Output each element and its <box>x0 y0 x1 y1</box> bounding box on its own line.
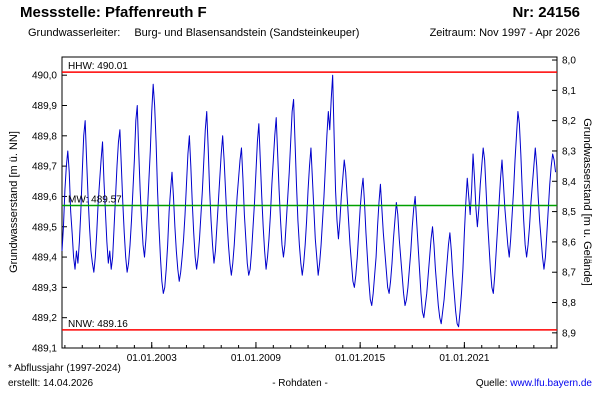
left-axis-tick-label: 489,3 <box>32 283 57 294</box>
aquifer-value: Burg- und Blasensandstein (Sandsteinkeup… <box>134 27 360 39</box>
left-axis-tick-label: 489,8 <box>32 131 57 142</box>
page-title: Messstelle: Pfaffenreuth F <box>20 4 207 21</box>
right-axis-tick-label: 8,7 <box>562 268 576 279</box>
aquifer-row: Grundwasserleiter: Burg- und Blasensandst… <box>28 27 359 39</box>
mw-reference-label: MW: 489.57 <box>68 195 122 206</box>
right-axis-tick-label: 8,9 <box>562 328 576 339</box>
left-axis-tick-label: 489,1 <box>32 344 57 355</box>
x-axis-tick-label: 01.01.2003 <box>127 353 177 364</box>
hhw-reference-label: HHW: 490.01 <box>68 61 128 72</box>
station-number: Nr: 24156 <box>512 4 580 21</box>
source-link[interactable]: www.lfu.bayern.de <box>510 378 592 389</box>
right-axis-tick-label: 8,2 <box>562 116 576 127</box>
right-axis-tick-label: 8,1 <box>562 86 576 97</box>
rohdaten-label: - Rohdaten - <box>272 378 328 389</box>
right-axis-tick-label: 8,5 <box>562 207 576 218</box>
left-axis-tick-label: 489,2 <box>32 313 57 324</box>
created-date: erstellt: 14.04.2026 <box>8 378 94 389</box>
nnw-reference-label: NNW: 489.16 <box>68 319 128 330</box>
footnote-abflussjahr: * Abflussjahr (1997-2024) <box>8 363 121 374</box>
time-range: Zeitraum: Nov 1997 - Apr 2026 <box>429 27 580 39</box>
left-axis-tick-label: 489,4 <box>32 253 57 264</box>
plot-border <box>61 56 558 349</box>
left-axis-tick-label: 489,9 <box>32 101 57 112</box>
groundwater-series-line <box>61 74 557 328</box>
x-axis-tick-label: 01.01.2015 <box>335 353 385 364</box>
right-axis-tick-label: 8,3 <box>562 146 576 157</box>
right-axis-tick-label: 8,8 <box>562 298 576 309</box>
source-label: Quelle: <box>475 378 508 389</box>
left-axis-tick-label: 489,6 <box>32 192 57 203</box>
left-axis-tick-label: 489,5 <box>32 222 57 233</box>
x-axis-tick-label: 01.01.2021 <box>439 353 489 364</box>
right-axis-tick-label: 8,6 <box>562 237 576 248</box>
x-axis-tick-label: 01.01.2009 <box>231 353 281 364</box>
aquifer-label: Grundwasserleiter: <box>28 27 121 39</box>
left-axis-tick-label: 490,0 <box>32 71 57 82</box>
left-axis-tick-label: 489,7 <box>32 162 57 173</box>
right-axis-tick-label: 8,4 <box>562 177 576 188</box>
right-axis-tick-label: 8,0 <box>562 56 576 67</box>
source-row: Quelle: www.lfu.bayern.de <box>476 378 592 389</box>
